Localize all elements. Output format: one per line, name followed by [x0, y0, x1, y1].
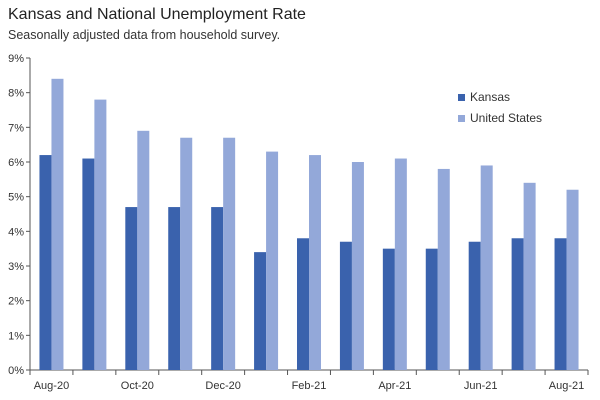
legend-swatch-kansas: [458, 94, 465, 101]
bar-united-states-nov-20: [180, 137, 193, 370]
bar-kansas-jul-21: [511, 238, 524, 370]
x-tick-label: Aug-21: [549, 380, 584, 392]
x-tick-label: Oct-20: [121, 380, 154, 392]
bar-united-states-feb-21: [309, 155, 321, 370]
bar-kansas-dec-20: [211, 207, 224, 370]
bar-united-states-jun-21: [480, 165, 493, 370]
x-axis: Aug-20 Oct-20 Dec-20 Feb-21 Apr-21 Jun-21 Aug-…: [29, 369, 589, 392]
legend: Kansas United States: [458, 90, 542, 125]
bar-united-states-jan-21: [266, 151, 279, 370]
bar-kansas-aug-20: [39, 155, 52, 370]
bar-united-states-sep-20: [94, 99, 107, 370]
legend-label-kansas: Kansas: [470, 90, 510, 104]
y-tick-label: 4%: [8, 226, 24, 238]
chart-title: Kansas and National Unemployment Rate: [8, 6, 306, 23]
bars: [39, 78, 579, 371]
bar-united-states-may-21: [437, 168, 450, 370]
x-tick-label: Jun-21: [464, 380, 498, 392]
y-tick-label: 6%: [8, 157, 24, 169]
bar-kansas-nov-20: [168, 207, 181, 370]
y-axis: 0% 1% 2% 3% 4% 5% 6% 7% 8% 9%: [8, 53, 31, 377]
y-tick-label: 9%: [8, 53, 24, 65]
bar-united-states-mar-21: [351, 162, 364, 370]
y-tick-label: 8%: [8, 88, 24, 100]
bar-united-states-dec-20: [223, 137, 236, 370]
y-tick-label: 5%: [8, 192, 24, 204]
bar-united-states-aug-21: [566, 189, 579, 370]
bar-kansas-jun-21: [468, 241, 481, 370]
y-tick-label: 2%: [8, 296, 24, 308]
bar-kansas-mar-21: [339, 241, 352, 370]
bar-united-states-jul-21: [523, 182, 536, 370]
x-tick-label: Apr-21: [378, 380, 411, 392]
y-tick-label: 7%: [8, 122, 24, 134]
bar-kansas-feb-21: [297, 238, 309, 370]
bar-kansas-oct-20: [125, 207, 138, 370]
x-tick-label: Aug-20: [34, 380, 69, 392]
bar-kansas-aug-21: [554, 238, 567, 370]
y-tick-label: 1%: [8, 330, 24, 342]
bar-kansas-may-21: [425, 248, 438, 370]
x-tick-label: Dec-20: [205, 380, 240, 392]
chart-subtitle: Seasonally adjusted data from household …: [8, 28, 281, 42]
bar-kansas-jan-21: [254, 252, 267, 370]
bar-kansas-apr-21: [382, 248, 395, 370]
legend-label-united-states: United States: [470, 111, 542, 125]
bar-kansas-sep-20: [82, 158, 95, 370]
x-tick-label: Feb-21: [292, 380, 327, 392]
bar-united-states-oct-20: [137, 130, 150, 370]
bar-united-states-apr-21: [394, 158, 407, 370]
legend-swatch-united-states: [458, 115, 465, 122]
y-tick-label: 3%: [8, 261, 24, 273]
y-tick-label: 0%: [8, 365, 24, 377]
bar-united-states-aug-20: [51, 78, 64, 371]
